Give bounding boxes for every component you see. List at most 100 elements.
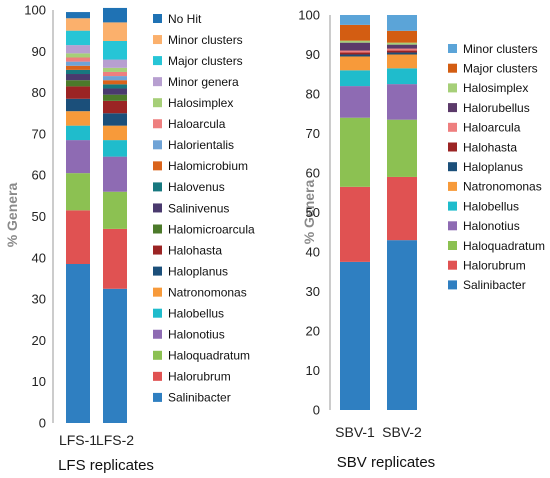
bar-segment-lfs-1-salinivenus xyxy=(66,74,90,81)
bar-segment-lfs-2-no-hit xyxy=(103,7,127,23)
y-tick-label: 90 xyxy=(32,44,46,59)
bar-segment-lfs-2-natronomonas xyxy=(103,125,127,141)
y-tick-label: 10 xyxy=(32,374,46,389)
y-tick-label: 50 xyxy=(306,205,320,220)
bar-segment-lfs-2-haloplanus xyxy=(103,113,127,126)
legend-swatch-halosimplex xyxy=(448,83,457,93)
y-tick-label: 50 xyxy=(32,209,46,224)
legend-swatch-haloquadratum xyxy=(153,350,162,360)
legend-label-natronomonas: Natronomonas xyxy=(463,180,542,194)
legend-label-haloquadratum: Haloquadratum xyxy=(168,349,250,363)
lfs-y-axis-label: % Genera xyxy=(4,182,20,247)
legend-label-halonotius: Halonotius xyxy=(168,328,225,342)
bar-segment-sbv-2-natronomonas xyxy=(387,54,417,69)
legend-label-halorubellus: Halorubellus xyxy=(463,101,530,115)
bar-segment-lfs-2-halohasta xyxy=(103,100,127,114)
legend-swatch-minor-clusters xyxy=(153,35,162,45)
bar-segment-sbv-1-halosimplex xyxy=(340,40,370,43)
bar-segment-lfs-2-salinivenus xyxy=(103,88,127,95)
lfs-y-tick-labels: 0 10 20 30 40 50 60 70 80 90 100 xyxy=(24,3,46,431)
bar-segment-lfs-2-haloarcula xyxy=(103,71,127,77)
bar-segment-sbv-1-halonotius xyxy=(340,86,370,118)
legend-swatch-halosimplex xyxy=(153,98,162,108)
legend-swatch-major-clusters xyxy=(153,56,162,66)
y-tick-label: 60 xyxy=(306,166,320,181)
legend-swatch-salinibacter xyxy=(153,392,162,402)
bar-segment-lfs-2-halovenus xyxy=(103,84,127,89)
bar-segment-lfs-1-haloquadratum xyxy=(66,173,90,211)
y-tick-label: 30 xyxy=(306,284,320,299)
sbv-y-axis-label: % Genera xyxy=(301,179,317,244)
sbv-x-tick-labels: SBV-1 SBV-2 xyxy=(335,424,422,440)
bar-segment-lfs-2-salinibacter xyxy=(103,288,127,423)
bar-segment-sbv-2-halorubrum xyxy=(387,176,417,241)
legend-label-halosimplex: Halosimplex xyxy=(168,96,233,110)
bar-segment-sbv-2-halorubellus xyxy=(387,44,417,49)
legend-swatch-major-clusters xyxy=(448,63,457,73)
legend-label-halonotius: Halonotius xyxy=(463,219,520,233)
x-tick-label: SBV-1 xyxy=(335,424,375,440)
bar-segment-sbv-1-natronomonas xyxy=(340,56,370,71)
bar-segment-lfs-1-halohasta xyxy=(66,86,90,99)
legend-swatch-halonotius xyxy=(153,329,162,339)
bar-segment-lfs-2-halorientalis xyxy=(103,76,127,81)
legend-swatch-haloquadratum xyxy=(448,241,457,250)
y-tick-label: 100 xyxy=(24,3,46,18)
legend-swatch-haloarcula xyxy=(153,119,162,129)
bar-segment-sbv-1-halorubrum xyxy=(340,186,370,262)
bar-segment-sbv-1-halohasta xyxy=(340,52,370,55)
lfs-legend: No Hit Minor clusters Major clusters Minor … xyxy=(153,12,255,405)
y-tick-label: 40 xyxy=(306,245,320,260)
legend-label-halorubrum: Halorubrum xyxy=(463,259,526,273)
y-tick-label: 60 xyxy=(32,168,46,183)
legend-label-haloplanus: Haloplanus xyxy=(168,264,228,278)
lfs-x-axis-label: LFS replicates xyxy=(58,457,154,474)
bar-segment-lfs-1-minor-genera xyxy=(66,45,90,54)
legend-swatch-halohasta xyxy=(448,142,457,152)
x-tick-label: LFS-2 xyxy=(96,432,134,448)
legend-swatch-no-hit xyxy=(153,14,162,23)
bar-segment-sbv-1-salinibacter xyxy=(340,261,370,410)
bar-segment-lfs-1-halomicroarcula xyxy=(66,80,90,87)
legend-swatch-halonotius xyxy=(448,221,457,231)
legend-swatch-natronomonas xyxy=(153,287,162,297)
legend-swatch-halohasta xyxy=(153,245,162,255)
legend-label-natronomonas: Natronomonas xyxy=(168,285,247,299)
legend-label-minor-clusters: Minor clusters xyxy=(463,42,538,56)
y-tick-label: 70 xyxy=(32,126,46,141)
bar-segment-lfs-2-minor-genera xyxy=(103,59,127,68)
bar-segment-sbv-1-major-clusters xyxy=(340,24,370,41)
bar-segment-lfs-1-halonotius xyxy=(66,140,90,174)
legend-label-no-hit: No Hit xyxy=(168,12,202,26)
legend-label-major-clusters: Major clusters xyxy=(168,54,243,68)
y-tick-label: 20 xyxy=(32,333,46,348)
legend-label-halosimplex: Halosimplex xyxy=(463,81,528,95)
legend-swatch-minor-clusters xyxy=(448,44,457,53)
y-tick-label: 70 xyxy=(306,126,320,141)
legend-label-major-clusters: Major clusters xyxy=(463,62,538,76)
legend-label-minor-clusters: Minor clusters xyxy=(168,33,243,47)
legend-swatch-halorientalis xyxy=(153,140,162,150)
legend-swatch-halorubrum xyxy=(448,260,457,270)
x-tick-label: LFS-1 xyxy=(59,432,97,448)
legend-label-halohasta: Halohasta xyxy=(168,243,222,257)
legend-label-haloplanus: Haloplanus xyxy=(463,160,523,174)
legend-label-haloarcula: Haloarcula xyxy=(463,121,521,135)
bar-segment-sbv-2-haloquadratum xyxy=(387,119,417,177)
bar-segment-sbv-2-minor-clusters xyxy=(387,15,417,31)
legend-swatch-haloarcula xyxy=(448,122,457,132)
bar-segment-lfs-1-natronomonas xyxy=(66,111,90,126)
legend-label-halomicrobium: Halomicrobium xyxy=(168,159,248,173)
legend-swatch-minor-genera xyxy=(153,77,162,87)
legend-label-haloquadratum: Haloquadratum xyxy=(463,239,545,253)
bar-segment-lfs-1-haloarcula xyxy=(66,57,90,62)
bar-segment-lfs-2-halosimplex xyxy=(103,67,127,72)
bar-segment-lfs-1-halorubrum xyxy=(66,210,90,264)
bar-segment-sbv-1-haloarcula xyxy=(340,50,370,53)
bar-segment-lfs-2-haloquadratum xyxy=(103,191,127,229)
y-tick-label: 80 xyxy=(306,87,320,102)
y-tick-label: 10 xyxy=(306,363,320,378)
